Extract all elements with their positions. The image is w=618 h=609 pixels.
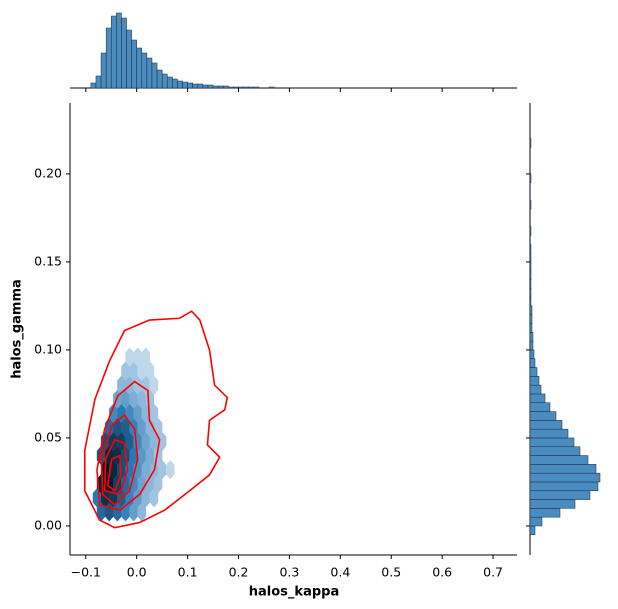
hist-bar	[529, 252, 532, 263]
hist-bar	[529, 138, 532, 148]
hist-bar	[529, 332, 534, 342]
hist-bar	[529, 349, 535, 359]
hist-bar	[529, 420, 563, 430]
hist-bar	[529, 296, 532, 307]
x-tick-label: −0.1	[71, 565, 101, 580]
hist-bar	[131, 39, 137, 89]
hist-bar	[529, 508, 561, 518]
hist-bar	[222, 85, 229, 89]
hist-bar	[529, 516, 543, 527]
hist-bar	[95, 75, 102, 89]
x-axis-label: halos_kappa	[249, 585, 339, 600]
hist-bar	[529, 367, 538, 377]
hist-bar	[243, 86, 249, 89]
hist-bar	[136, 47, 143, 89]
hist-bar	[529, 402, 551, 412]
hist-bar	[529, 472, 601, 483]
hist-bar	[529, 173, 532, 183]
hist-bar	[182, 81, 188, 89]
hist-bar	[116, 12, 122, 89]
hist-bar	[161, 73, 168, 89]
hist-bar	[529, 279, 532, 289]
hist-bar	[177, 80, 183, 89]
kde-contour	[100, 413, 139, 506]
hist-bar	[248, 86, 255, 89]
x-tick-label: 0.2	[229, 565, 249, 580]
hist-bar	[529, 261, 532, 271]
hist-bar	[529, 499, 576, 509]
hist-bar	[151, 62, 158, 89]
hist-bar	[529, 270, 532, 280]
hist-bar	[529, 200, 532, 210]
hist-bar	[529, 446, 581, 456]
hist-bar	[529, 288, 532, 298]
hist-bar	[202, 84, 209, 89]
y-tick-label: 0.10	[34, 341, 62, 356]
x-tick-label: 0.7	[483, 565, 503, 580]
kde-contour	[106, 454, 122, 493]
hist-bar	[529, 393, 546, 403]
x-tick-label: 0.4	[330, 565, 350, 580]
hist-bar	[529, 226, 532, 236]
hist-bar	[529, 464, 597, 474]
hist-bar	[105, 27, 112, 89]
hist-bar	[529, 314, 533, 324]
y-tick-label: 0.20	[34, 165, 62, 180]
hex-cell	[166, 460, 175, 480]
hist-bar	[110, 15, 117, 89]
x-tick-label: 0.1	[178, 565, 198, 580]
hist-bar	[529, 490, 591, 500]
kde-contour	[96, 380, 161, 511]
hist-bar	[126, 29, 132, 89]
hist-bar	[529, 455, 589, 465]
y-tick-label: 0.00	[34, 517, 62, 532]
hist-bar	[212, 85, 219, 89]
hist-bar	[529, 340, 534, 351]
hist-bar	[253, 86, 260, 89]
hist-bar	[192, 83, 199, 89]
hist-bar	[529, 358, 536, 368]
hist-bar	[141, 52, 148, 89]
hex-cell	[141, 347, 151, 367]
hist-bar	[207, 84, 214, 89]
hist-bar	[529, 481, 599, 492]
hist-bar	[529, 411, 557, 421]
hist-bar	[529, 428, 569, 439]
x-tick-label: 0.0	[127, 565, 147, 580]
x-tick-label: 0.6	[432, 565, 452, 580]
x-tick-label: 0.3	[279, 565, 299, 580]
hist-bar	[529, 323, 533, 333]
hist-bar	[529, 376, 540, 386]
hist-bar	[187, 82, 193, 89]
hist-bar	[197, 83, 204, 89]
hist-bar	[268, 86, 275, 89]
kde-contour	[103, 438, 129, 496]
hist-bar	[529, 525, 536, 536]
hist-bar	[233, 86, 239, 89]
hist-bar	[146, 57, 153, 89]
kde-contour	[83, 310, 229, 529]
hist-bar	[238, 86, 244, 89]
hist-bar	[166, 76, 173, 89]
hist-bar	[217, 85, 224, 89]
hist-bar	[100, 52, 107, 89]
hist-bar	[121, 17, 127, 89]
hist-bar	[529, 305, 533, 315]
hist-bar	[529, 437, 575, 448]
hist-bar	[228, 86, 234, 89]
y-tick-label: 0.05	[34, 429, 62, 444]
hist-bar	[172, 78, 178, 89]
x-tick-label: 0.5	[381, 565, 401, 580]
hist-bar	[529, 244, 532, 254]
hist-bar	[90, 82, 97, 89]
y-axis-label: halos_gamma	[10, 279, 25, 379]
hist-bar	[156, 69, 163, 89]
hist-bar	[529, 384, 542, 395]
y-tick-label: 0.15	[34, 253, 62, 268]
